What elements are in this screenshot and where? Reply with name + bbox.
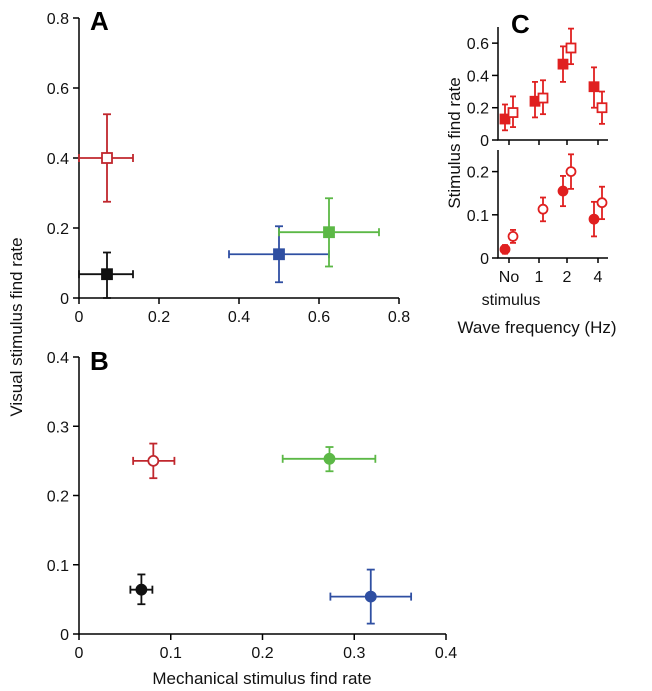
panel-a-y-tick-label: 0.4 xyxy=(47,151,69,168)
panel-c-bottom-point-marker xyxy=(596,197,608,209)
panel-b-x-tick-label: 0.4 xyxy=(435,645,457,662)
panel-a-y-tick-label: 0 xyxy=(60,291,69,308)
panel-b-point-marker xyxy=(147,454,160,467)
panel-b-letter: B xyxy=(90,346,109,376)
panel-c-bottom-point-marker xyxy=(565,166,577,178)
panel-b-point-marker xyxy=(323,452,336,465)
panel-a-point-marker xyxy=(323,226,335,239)
panel-c-x-tick-label: No xyxy=(499,269,520,286)
panel-c-top-y-tick-label: 0.4 xyxy=(467,68,489,85)
panel-a-y-tick-label: 0.8 xyxy=(47,11,69,28)
panel-a-point-marker xyxy=(273,248,285,261)
panel-a-point-marker xyxy=(101,268,113,281)
panel-c-x-tick-label: 1 xyxy=(535,269,544,286)
panel-c-letter: C xyxy=(511,9,530,39)
panel-b-y-tick-label: 0 xyxy=(60,627,69,644)
panel-c-bottom-y-tick-label: 0 xyxy=(480,251,489,268)
shared-x-axis-label: Mechanical stimulus find rate xyxy=(152,669,371,688)
panel-c-bottom-y-tick-label: 0.2 xyxy=(467,165,489,182)
panel-c-top-point-marker xyxy=(596,102,608,114)
panel-b-y-tick-label: 0.1 xyxy=(47,558,69,575)
panel-c-top-point-marker xyxy=(507,107,519,118)
panel-b-y-tick-label: 0.3 xyxy=(47,419,69,436)
panel-a-plot: 0 0.2 0.4 0.6 0.8 0 0.2 0.4 0.6 0.8 xyxy=(47,11,410,326)
panel-c-bottom-point-marker xyxy=(537,203,549,215)
panel-a-x-tick-label: 0.4 xyxy=(228,309,250,326)
panel-a-letter: A xyxy=(90,6,109,36)
panel-c-bottom-point-marker xyxy=(588,213,600,225)
panel-c-x-axis-label: Wave frequency (Hz) xyxy=(457,318,616,337)
panel-a-x-tick-label: 0 xyxy=(75,309,84,326)
shared-y-axis-label: Visual stimulus find rate xyxy=(7,237,26,416)
panel-a-y-tick-label: 0.2 xyxy=(47,221,69,238)
panel-c-x-tick-label: 2 xyxy=(563,269,572,286)
panel-b-plot: 0 0.1 0.2 0.3 0.4 0 0.1 0.2 0.3 0.4 xyxy=(47,350,457,662)
panel-c-top-point-marker xyxy=(588,81,600,93)
panel-c-x-tick-extra: stimulus xyxy=(482,292,541,309)
panel-c-bottom-point-marker xyxy=(507,230,519,242)
panel-b-x-tick-label: 0.1 xyxy=(160,645,182,662)
panel-b-point-marker xyxy=(364,590,377,603)
panel-c-bottom-point-marker xyxy=(499,243,511,255)
panel-b-y-tick-label: 0.2 xyxy=(47,489,69,506)
panel-b-y-tick-label: 0.4 xyxy=(47,350,69,367)
panel-b-x-tick-label: 0 xyxy=(75,645,84,662)
panel-c-top-point-marker xyxy=(557,58,569,70)
panel-b-axes xyxy=(78,357,446,635)
panel-c-top-point-marker xyxy=(499,113,511,125)
panel-a-y-tick-label: 0.6 xyxy=(47,81,69,98)
panel-c-top-point-marker xyxy=(565,42,577,54)
panel-a-x-tick-label: 0.6 xyxy=(308,309,330,326)
panel-a-x-tick-label: 0.8 xyxy=(388,309,410,326)
panel-c-top-point-marker xyxy=(537,92,549,104)
panel-c-top-y-tick-label: 0.2 xyxy=(467,101,489,118)
panel-c-bottom-y-tick-label: 0.1 xyxy=(467,208,489,225)
panel-b-point-marker xyxy=(135,583,148,596)
panel-c-plot: No 1 2 4 0 0.2 0.4 0.6 0 0.1 0.2 xyxy=(467,27,608,286)
panel-a-point-marker xyxy=(101,152,113,164)
panel-b-x-tick-label: 0.2 xyxy=(251,645,273,662)
panel-c-y-axis-label: Stimulus find rate xyxy=(445,77,464,208)
panel-c-top-y-tick-label: 0.6 xyxy=(467,36,489,53)
panel-b-x-tick-label: 0.3 xyxy=(343,645,365,662)
panel-c-bottom-point-marker xyxy=(557,185,569,197)
panel-a-x-tick-label: 0.2 xyxy=(148,309,170,326)
panel-c-top-y-tick-label: 0 xyxy=(480,133,489,150)
panel-c-x-tick-label: 4 xyxy=(594,269,603,286)
